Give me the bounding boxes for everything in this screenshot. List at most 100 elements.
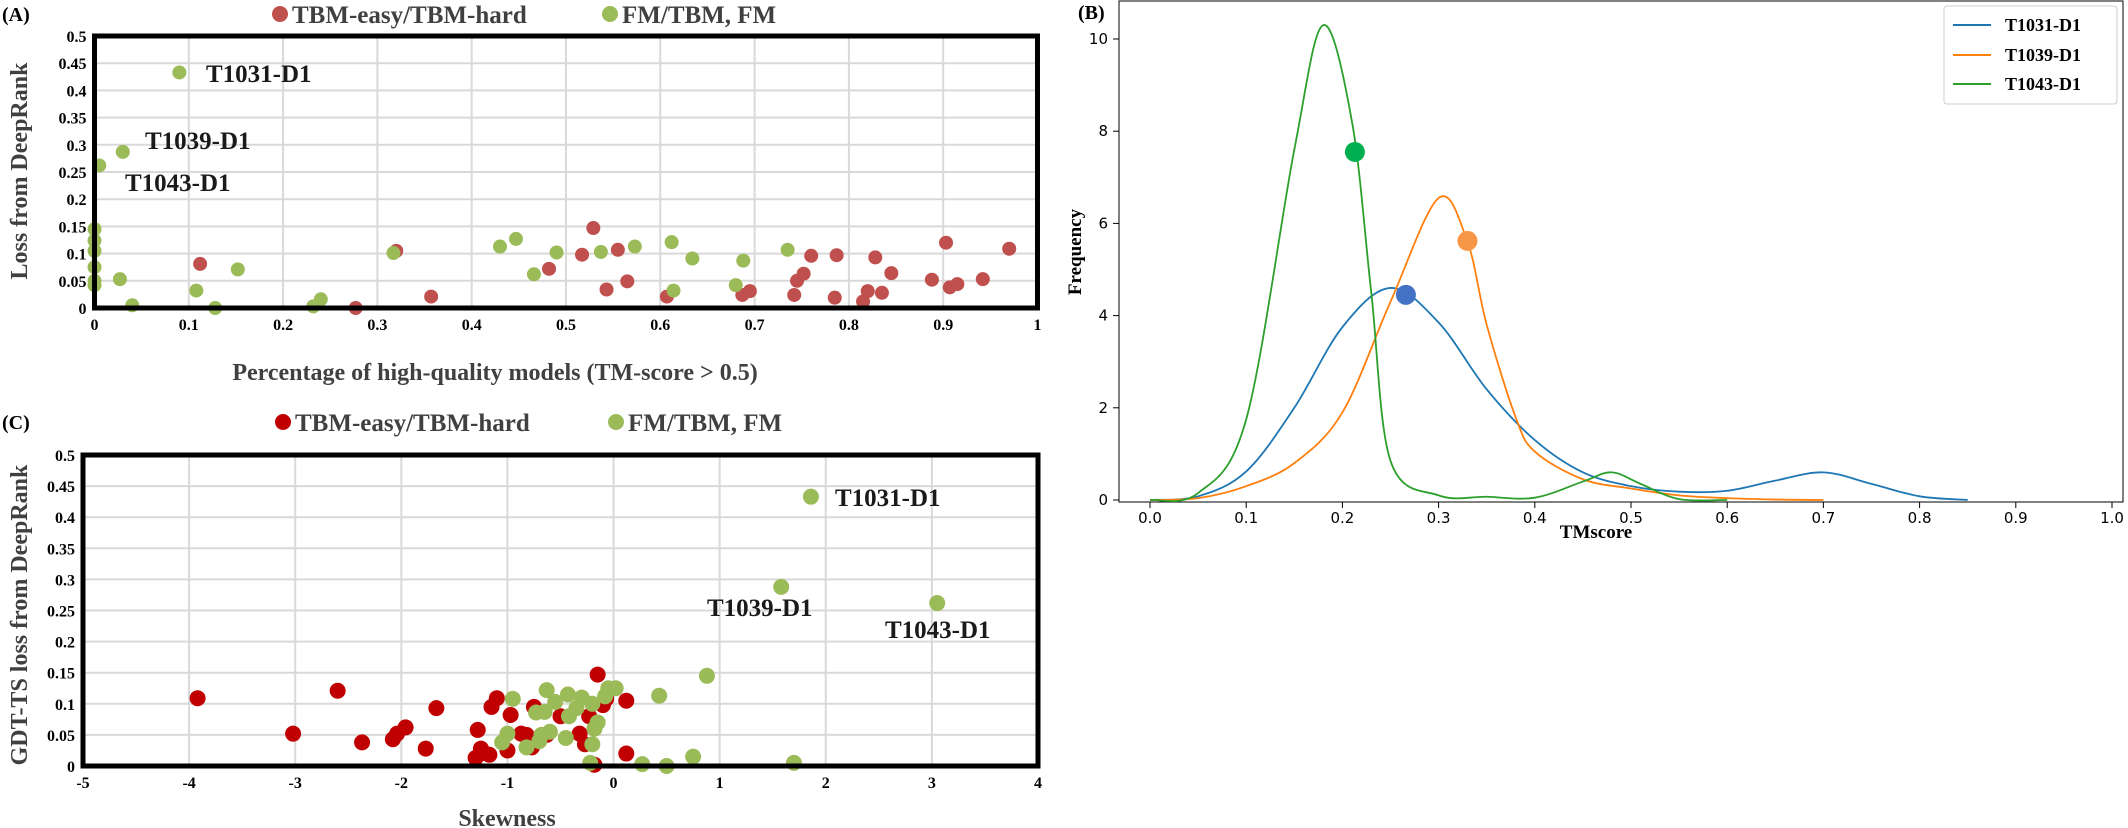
panel-c-x-tick-label: -1 <box>501 775 514 792</box>
panel-c-x-axis-title: Skewness <box>458 806 555 828</box>
panel-c-y-tick-label: 0.35 <box>47 541 75 558</box>
panel-c-point-tbm-easy-tbm-hard <box>417 740 434 757</box>
panel-b-marker-t1031-d1 <box>1395 284 1416 305</box>
panel-c-point-fm-tbm-fm <box>560 708 577 725</box>
panel-c-legend-marker-tbm <box>275 414 291 430</box>
panel-b-letter: (B) <box>1078 2 1105 24</box>
panel-a-y-tick-label: 0.1 <box>67 247 87 264</box>
panel-a-x-tick-label: 0.5 <box>556 317 576 334</box>
panel-c-plot-frame <box>80 452 1041 769</box>
panel-b: (B) 0.0 0.1 0.2 0.3 0.4 0.5 0.6 0.7 0.8 0.9 1.0 0 2… <box>1065 0 2124 543</box>
panel-a-legend-marker-tbm <box>272 6 288 22</box>
panel-c-letter: (C) <box>2 412 30 434</box>
panel-b-y-tick-label: 2 <box>1098 399 1108 417</box>
panel-a-point-fm-tbm-fm <box>780 242 795 257</box>
panel-c-point-tbm-easy-tbm-hard <box>618 745 635 762</box>
panel-a-point-fm-tbm-fm <box>115 144 130 159</box>
panel-c-point-fm-tbm-fm <box>685 748 702 765</box>
panel-c-point-tbm-easy-tbm-hard <box>481 746 498 763</box>
panel-a-y-axis-title: Loss from DeepRank <box>7 62 33 280</box>
panel-a-x-tick-label: 0.3 <box>367 317 387 334</box>
panel-a-point-tbm-easy-tbm-hard <box>620 274 635 289</box>
panel-a-point-tbm-easy-tbm-hard <box>742 284 757 299</box>
panel-b-legend-label-t1031: T1031-D1 <box>2005 15 2081 35</box>
panel-a-y-tick-label: 0.15 <box>59 219 87 236</box>
panel-a-point-fm-tbm-fm <box>593 244 608 259</box>
panel-a-point-fm-tbm-fm <box>313 292 328 307</box>
panel-b-y-tick-label: 8 <box>1098 122 1108 140</box>
panel-c-point-fm-tbm-fm <box>589 714 606 731</box>
panel-a-point-tbm-easy-tbm-hard <box>424 289 439 304</box>
panel-c-x-tick-label: -3 <box>289 775 302 792</box>
panel-b-curve-t1039-d1 <box>1149 195 1824 501</box>
panel-a-point-fm-tbm-fm <box>664 235 679 250</box>
panel-a-point-tbm-easy-tbm-hard <box>827 290 842 305</box>
panel-a-point-tbm-easy-tbm-hard <box>868 250 883 265</box>
panel-a-point-tbm-easy-tbm-hard <box>542 261 557 276</box>
panel-b-legend-label-t1043: T1043-D1 <box>2005 74 2081 94</box>
panel-a-legend-marker-fm <box>602 6 618 22</box>
panel-a-y-tick-label: 0.25 <box>59 165 87 182</box>
panel-a-point-tbm-easy-tbm-hard <box>599 282 614 297</box>
panel-a-point-fm-tbm-fm <box>230 262 245 277</box>
panel-a-annotation-t1031: T1031-D1 <box>206 61 312 88</box>
panel-b-y-ticks: 0 2 4 6 8 10 <box>1089 30 1119 509</box>
panel-a-point-fm-tbm-fm <box>172 65 187 80</box>
panel-c-x-tick-label: 3 <box>928 775 936 792</box>
panel-b-markers <box>1344 141 1478 305</box>
panel-a-x-tick-label: 0 <box>91 317 99 334</box>
panel-a-gridlines <box>94 36 1038 308</box>
panel-b-legend-label-t1039: T1039-D1 <box>2005 45 2081 65</box>
panel-a-point-tbm-easy-tbm-hard <box>975 272 990 287</box>
panel-a-y-tick-label: 0.3 <box>67 138 87 155</box>
panel-c-x-tick-label: 0 <box>610 775 618 792</box>
panel-b-curves <box>1149 24 1968 503</box>
panel-c-legend-label-tbm: TBM-easy/TBM-hard <box>295 410 530 437</box>
panel-a-x-tick-label: 1 <box>1034 317 1042 334</box>
panel-c-point-tbm-easy-tbm-hard <box>589 666 606 683</box>
panel-c-points <box>189 488 946 774</box>
panel-c-y-ticks: 0 0.05 0.1 0.15 0.2 0.25 0.3 0.35 0.4 0.45 0.5 <box>47 448 75 776</box>
panel-a-x-tick-label: 0.9 <box>933 317 953 334</box>
panel-a-point-tbm-easy-tbm-hard <box>804 248 819 263</box>
panel-b-legend: T1031-D1 T1039-D1 T1043-D1 <box>1943 5 2118 105</box>
panel-c-point-tbm-easy-tbm-hard <box>502 706 519 723</box>
panel-a-x-ticks: 0 0.1 0.2 0.3 0.4 0.5 0.6 0.7 0.8 0.9 1 <box>91 317 1042 334</box>
panel-c-y-tick-label: 0.2 <box>55 635 75 652</box>
panel-c-point-fm-tbm-fm <box>651 687 668 704</box>
panel-c-point-fm-tbm-fm <box>518 739 535 756</box>
panel-c-point-fm-tbm-fm <box>584 736 601 753</box>
panel-a-point-fm-tbm-fm <box>627 239 642 254</box>
panel-a-point-tbm-easy-tbm-hard <box>860 284 875 299</box>
panel-b-y-axis-title: Frequency <box>1065 208 1086 295</box>
panel-a-point-tbm-easy-tbm-hard <box>586 221 601 236</box>
panel-c-y-tick-label: 0.1 <box>55 697 75 714</box>
panel-a-point-tbm-easy-tbm-hard <box>950 277 965 292</box>
panel-c-gridlines <box>83 455 1038 766</box>
panel-b-x-tick-label: 0.7 <box>1811 509 1835 527</box>
panel-c-point-tbm-easy-tbm-hard <box>488 690 505 707</box>
panel-c: (C) -5 -4 -3 -2 -1 0 1 2 3 4 00.050.10.150.20.250… <box>2 410 1042 828</box>
panel-c-y-tick-label: 0.45 <box>47 479 75 496</box>
panel-a-point-tbm-easy-tbm-hard <box>193 256 208 271</box>
panel-a-point-fm-tbm-fm <box>666 283 681 298</box>
panel-b-x-ticks: 0.0 0.1 0.2 0.3 0.4 0.5 0.6 0.7 0.8 0.9 1.0 <box>1138 502 2124 527</box>
panel-b-curve-t1043-d1 <box>1149 24 1728 503</box>
panel-a-point-tbm-easy-tbm-hard <box>1002 241 1017 256</box>
panel-c-point-fm-tbm-fm <box>494 734 511 751</box>
panel-b-x-tick-label: 1.0 <box>2100 509 2124 527</box>
panel-a-point-tbm-easy-tbm-hard <box>610 242 625 257</box>
panel-c-annotation-t1043: T1043-D1 <box>885 617 991 644</box>
panel-b-y-tick-label: 6 <box>1098 214 1108 232</box>
panel-c-point-fm-tbm-fm <box>531 733 548 750</box>
panel-a-x-tick-label: 0.1 <box>179 317 199 334</box>
panel-a-legend-label-tbm: TBM-easy/TBM-hard <box>292 2 527 29</box>
panel-a-annotation-t1043: T1043-D1 <box>125 170 231 197</box>
panel-b-marker-t1039-d1 <box>1457 230 1478 251</box>
panel-c-point-tbm-easy-tbm-hard <box>329 682 346 699</box>
panel-c-point-fm-tbm-fm <box>600 680 617 697</box>
panel-a-y-tick-label: 0.05 <box>59 274 87 291</box>
panel-a-plot-frame <box>92 33 1040 311</box>
panel-b-x-tick-label: 0.8 <box>1908 509 1932 527</box>
panel-a-point-tbm-easy-tbm-hard <box>874 285 889 300</box>
